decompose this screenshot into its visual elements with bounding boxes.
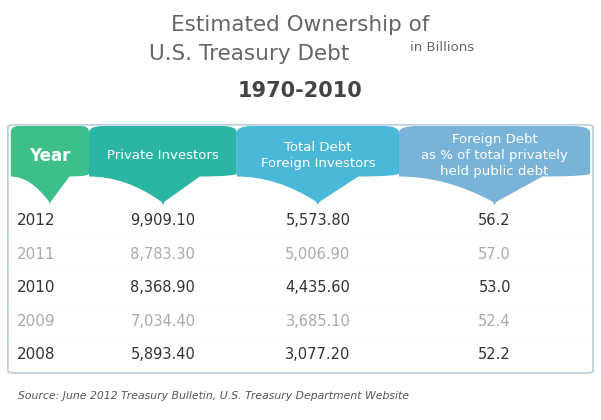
Text: Estimated Ownership of: Estimated Ownership of — [171, 15, 430, 35]
Text: 57.0: 57.0 — [478, 247, 511, 262]
Text: 2009: 2009 — [17, 314, 56, 329]
Text: 4,435.60: 4,435.60 — [285, 280, 350, 295]
Text: 56.2: 56.2 — [478, 213, 511, 228]
Text: 9,909.10: 9,909.10 — [130, 213, 195, 228]
Text: 2011: 2011 — [17, 247, 55, 262]
PathPatch shape — [11, 126, 89, 205]
PathPatch shape — [237, 126, 399, 205]
Text: U.S. Treasury Debt: U.S. Treasury Debt — [149, 44, 350, 64]
Text: Source: June 2012 Treasury Bulletin, U.S. Treasury Department Website: Source: June 2012 Treasury Bulletin, U.S… — [18, 391, 409, 401]
PathPatch shape — [399, 126, 590, 205]
Text: 5,006.90: 5,006.90 — [285, 247, 350, 262]
Text: 7,034.40: 7,034.40 — [130, 314, 195, 329]
Text: 8,368.90: 8,368.90 — [130, 280, 195, 295]
Text: 1970-2010: 1970-2010 — [238, 81, 363, 101]
Text: 2010: 2010 — [17, 280, 55, 295]
Text: Total Debt
Foreign Investors: Total Debt Foreign Investors — [261, 141, 375, 170]
Text: 8,783.30: 8,783.30 — [130, 247, 195, 262]
Text: 52.2: 52.2 — [478, 347, 511, 362]
Text: 53.0: 53.0 — [478, 280, 511, 295]
Text: 52.4: 52.4 — [478, 314, 511, 329]
Text: 2008: 2008 — [17, 347, 55, 362]
Text: Private Investors: Private Investors — [107, 149, 219, 162]
Text: 3,077.20: 3,077.20 — [285, 347, 350, 362]
Text: 3,685.10: 3,685.10 — [285, 314, 350, 329]
Text: 5,893.40: 5,893.40 — [130, 347, 195, 362]
Text: 5,573.80: 5,573.80 — [285, 213, 350, 228]
Text: in Billions: in Billions — [410, 41, 474, 54]
Text: Year: Year — [29, 147, 70, 165]
Text: 2012: 2012 — [17, 213, 55, 228]
Text: Foreign Debt
as % of total privately
held public debt: Foreign Debt as % of total privately hel… — [421, 133, 568, 178]
PathPatch shape — [89, 126, 237, 205]
